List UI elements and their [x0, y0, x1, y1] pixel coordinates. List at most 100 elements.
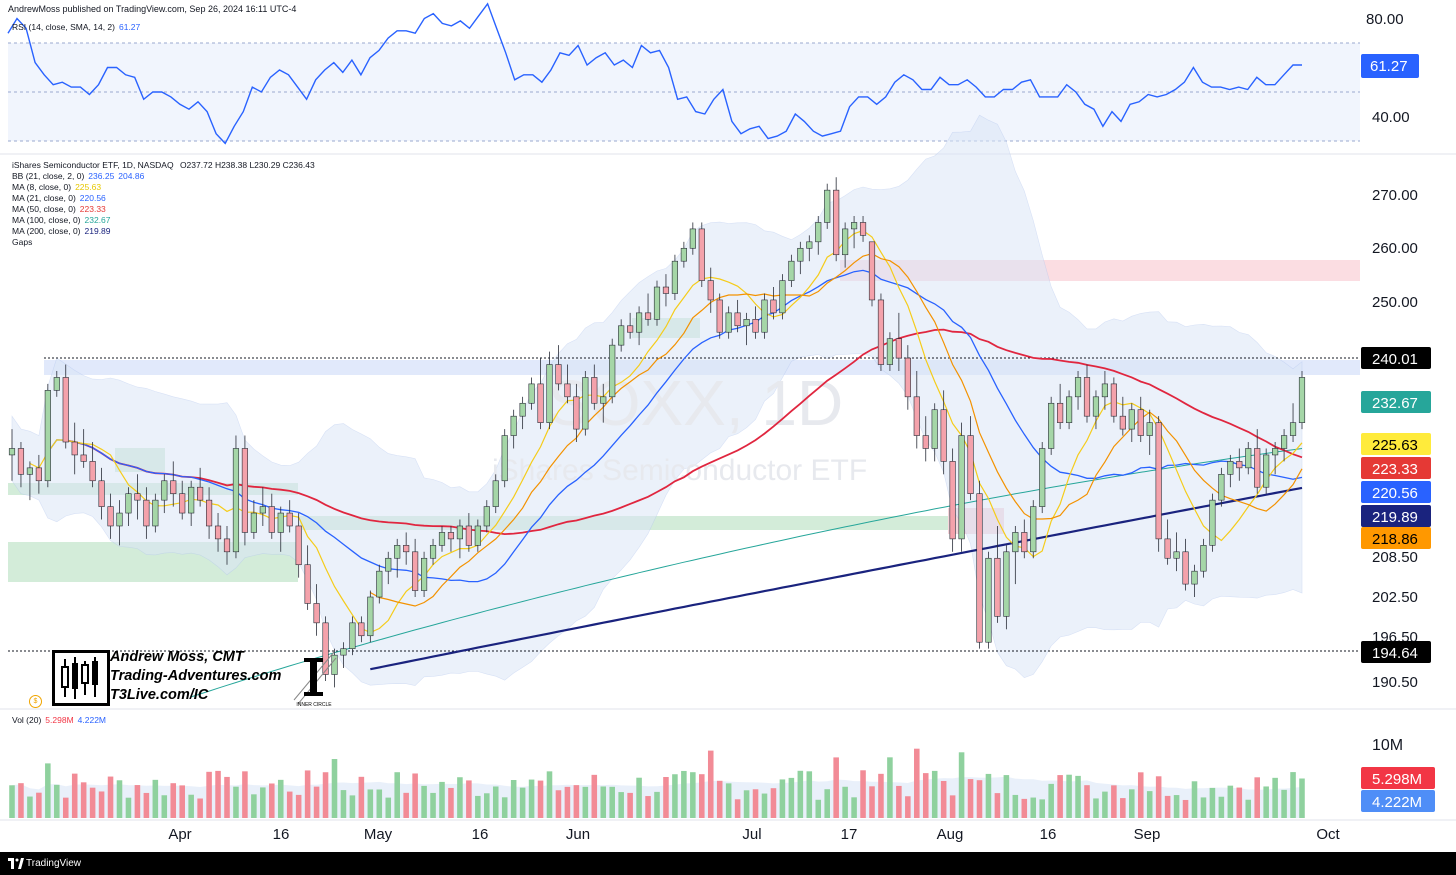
candle-body	[564, 383, 571, 398]
candle-body	[1057, 402, 1064, 423]
publish-info: AndrewMoss published on TradingView.com,…	[8, 4, 297, 14]
volume-bar	[1299, 778, 1305, 818]
candle	[519, 396, 526, 430]
volume-bar	[215, 770, 221, 818]
candle	[1003, 545, 1010, 630]
candle	[1137, 396, 1144, 443]
volume-bar	[699, 774, 705, 818]
candle-body	[26, 467, 33, 475]
candle	[197, 467, 204, 507]
candle	[313, 584, 320, 636]
volume-bar	[36, 792, 42, 818]
candle-body	[80, 454, 87, 462]
candle-body	[698, 228, 705, 281]
candle-body	[268, 506, 275, 533]
candle-body	[851, 222, 858, 230]
candle	[1057, 383, 1064, 430]
volume-bar	[286, 791, 293, 818]
candle-body	[1012, 532, 1019, 553]
volume-bars	[9, 748, 1305, 818]
candle-body	[653, 286, 661, 320]
volume-bar	[1290, 772, 1296, 818]
volume-bar	[1218, 796, 1225, 818]
candle-body	[976, 493, 983, 643]
volume-bar	[636, 777, 642, 818]
candle	[940, 390, 947, 475]
candle-body	[1173, 551, 1180, 559]
volume-bar	[734, 799, 741, 818]
volume-bar	[1281, 789, 1287, 818]
candle	[295, 513, 302, 578]
candle-body	[770, 299, 777, 314]
volume-bar	[1137, 772, 1144, 818]
candle	[134, 474, 141, 520]
volume-bar	[430, 792, 436, 818]
candle-body	[44, 390, 51, 482]
volume-bar	[1030, 797, 1037, 818]
candle-body	[358, 622, 365, 637]
candle	[994, 525, 1001, 623]
candle-body	[421, 557, 428, 591]
candle	[89, 442, 96, 488]
candle	[627, 312, 634, 339]
candle	[465, 513, 472, 552]
date-label: 16	[472, 826, 489, 843]
volume-bar	[1164, 795, 1171, 818]
volume-bar	[627, 792, 633, 818]
candle-body	[89, 461, 96, 482]
volume-bar	[71, 773, 78, 818]
candle	[636, 306, 643, 346]
date-label: Jul	[742, 826, 761, 843]
volume-bar	[134, 785, 141, 818]
candle	[546, 351, 553, 430]
volume-bar	[484, 793, 490, 818]
volume-bar	[860, 770, 866, 818]
candle-body	[868, 241, 876, 301]
candle	[429, 538, 437, 565]
author-link: T3Live.com/IC	[110, 687, 209, 703]
candle-body	[1209, 499, 1216, 546]
candle-body	[161, 480, 168, 501]
volume-bar	[54, 784, 60, 818]
candle-body	[98, 480, 105, 507]
candle	[770, 287, 777, 320]
date-label: Jun	[566, 826, 590, 843]
candle-body	[913, 396, 920, 436]
candle	[564, 364, 571, 404]
legend-bb: BB (21, close, 2, 0) 236.25 204.86	[12, 171, 145, 181]
candle	[349, 616, 356, 656]
price-tick: 208.50	[1372, 549, 1418, 566]
author-logo-icon	[52, 650, 110, 706]
candle	[922, 416, 929, 462]
volume-bar	[466, 780, 472, 818]
volume-bar	[107, 776, 114, 818]
candle	[851, 215, 858, 249]
rsi-legend: RSI (14, close, SMA, 14, 2) 61.27	[12, 22, 141, 32]
chart-canvas[interactable]: 80.00 40.00 61.27 SOXX, 1D iShares Semic…	[0, 0, 1456, 852]
candle	[268, 493, 275, 539]
footer-brand: TradingView	[26, 858, 82, 869]
main-title: iShares Semiconductor ETF, 1D, NASDAQ O2…	[12, 160, 315, 170]
candle-body	[985, 557, 992, 643]
volume-bar	[582, 786, 589, 818]
price-tag	[1361, 433, 1431, 455]
volume-bar	[269, 783, 275, 818]
volume-bar	[788, 777, 795, 818]
candle	[868, 241, 876, 307]
candle	[1236, 448, 1243, 481]
volume-bar	[1245, 799, 1252, 818]
candle	[1254, 429, 1261, 494]
candle-body	[62, 377, 69, 443]
volume-tag-2-text: 4.222M	[1372, 794, 1422, 811]
volume-bar	[1039, 799, 1045, 818]
candle	[1227, 454, 1234, 488]
candle	[214, 513, 222, 552]
candle	[653, 280, 661, 326]
price-tag	[1361, 505, 1431, 527]
rsi-line	[7, 2, 1302, 145]
candle-body	[582, 377, 589, 430]
currency-icon[interactable]: $	[29, 695, 42, 708]
volume-bar	[681, 770, 687, 818]
legend-ma21: MA (21, close, 0) 220.56	[12, 193, 106, 203]
